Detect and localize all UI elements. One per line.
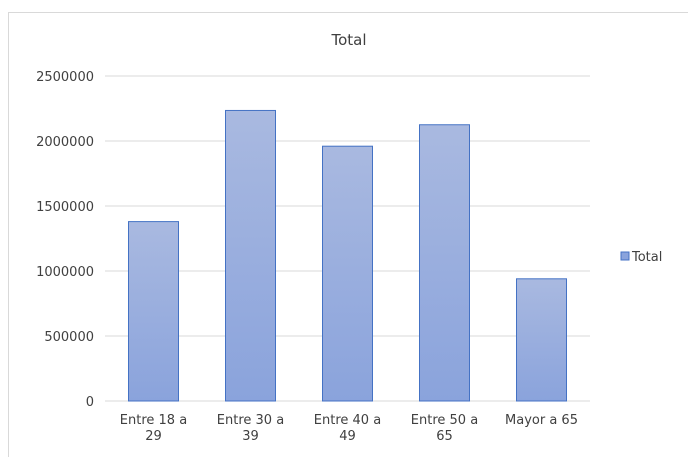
bar <box>419 124 470 402</box>
legend-label: Total <box>631 250 662 265</box>
bar <box>225 109 276 402</box>
chart-frame-left <box>8 12 9 457</box>
y-tick-label: 1500000 <box>36 200 94 215</box>
legend-swatch <box>620 251 630 261</box>
x-tick-label: 29 <box>145 429 162 444</box>
y-tick-label: 2000000 <box>36 135 94 150</box>
y-tick-label: 0 <box>86 395 94 410</box>
bar <box>516 278 567 402</box>
legend: Total <box>620 250 662 265</box>
bar <box>128 221 179 402</box>
x-tick-label: Entre 18 a <box>120 413 187 428</box>
x-tick-label: Entre 50 a <box>411 413 478 428</box>
y-tick-label: 500000 <box>44 330 94 345</box>
chart-frame-top <box>8 12 688 13</box>
x-tick-label: 65 <box>436 429 453 444</box>
y-tick-label: 1000000 <box>36 265 94 280</box>
bar <box>322 145 373 402</box>
y-axis-ticks: 0 500000 1000000 1500000 2000000 2500000 <box>36 70 94 410</box>
x-tick-label: Mayor a 65 <box>505 413 578 428</box>
x-axis-labels: Entre 18 a29 Entre 30 a39 Entre 40 a49 Entr… <box>120 413 578 444</box>
x-tick-label: 49 <box>339 429 356 444</box>
chart-title: Total <box>330 31 366 49</box>
x-tick-label: Entre 40 a <box>314 413 381 428</box>
y-tick-label: 2500000 <box>36 70 94 85</box>
x-tick-label: Entre 30 a <box>217 413 284 428</box>
bars <box>128 109 567 402</box>
x-tick-label: 39 <box>242 429 259 444</box>
